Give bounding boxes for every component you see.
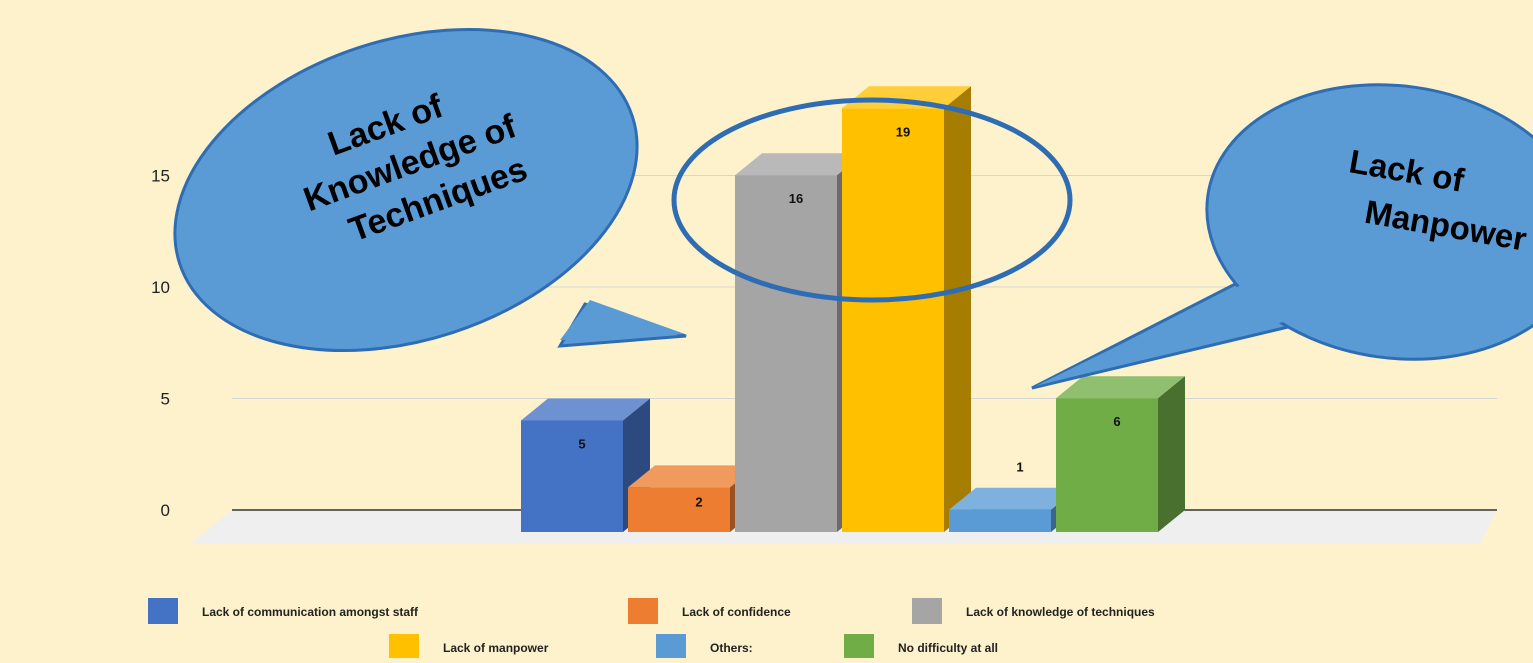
y-tick-label: 15 — [151, 167, 170, 186]
y-tick-label: 5 — [161, 390, 170, 409]
bar-front — [521, 420, 623, 532]
bar-6 — [1056, 376, 1185, 532]
data-label: 6 — [1113, 414, 1120, 429]
legend-label: No difficulty at all — [898, 641, 998, 655]
legend-item: Lack of manpower — [389, 634, 549, 660]
callout-right: Lack ofManpower — [1031, 83, 1533, 390]
legend-label: Others: — [710, 641, 753, 655]
bar-top — [628, 465, 757, 488]
bar-front — [949, 509, 1051, 532]
data-label: 5 — [578, 437, 585, 452]
legend-swatch — [656, 634, 686, 660]
data-label: 19 — [896, 124, 910, 139]
bar-front — [1056, 398, 1158, 532]
legend-item: No difficulty at all — [844, 634, 998, 660]
legend-label: Lack of confidence — [682, 605, 791, 619]
bar-side — [1158, 376, 1185, 532]
legend-swatch — [389, 634, 419, 660]
legend-swatch — [912, 598, 942, 624]
bar-front — [628, 487, 730, 532]
y-tick-label: 0 — [161, 501, 170, 520]
bar-top — [735, 153, 864, 176]
data-label: 16 — [789, 191, 803, 206]
highlight-ellipse — [671, 97, 1073, 303]
bar-top — [842, 86, 971, 109]
legend-swatch — [148, 598, 178, 624]
bar-top — [1056, 376, 1185, 399]
bar-top — [521, 398, 650, 421]
bar-side — [944, 86, 971, 533]
legend-swatch — [628, 598, 658, 624]
legend-item: Lack of confidence — [628, 598, 791, 624]
bar-4 — [842, 86, 971, 533]
legend-swatch — [844, 634, 874, 660]
bar-front — [842, 108, 944, 533]
legend-item: Others: — [656, 634, 753, 660]
data-label: 1 — [1016, 460, 1023, 475]
legend-label: Lack of manpower — [443, 641, 549, 655]
data-label: 2 — [695, 494, 702, 509]
legend-label: Lack of knowledge of techniques — [966, 605, 1155, 619]
legend-label: Lack of communication amongst staff — [202, 605, 419, 619]
bar-top — [949, 487, 1078, 510]
callout-left: Lack ofKnowledge ofTechniques — [173, 27, 687, 353]
bar-front — [735, 175, 837, 532]
legend-item: Lack of communication amongst staff — [148, 598, 419, 624]
y-tick-label: 10 — [151, 278, 170, 297]
legend-item: Lack of knowledge of techniques — [912, 598, 1155, 624]
